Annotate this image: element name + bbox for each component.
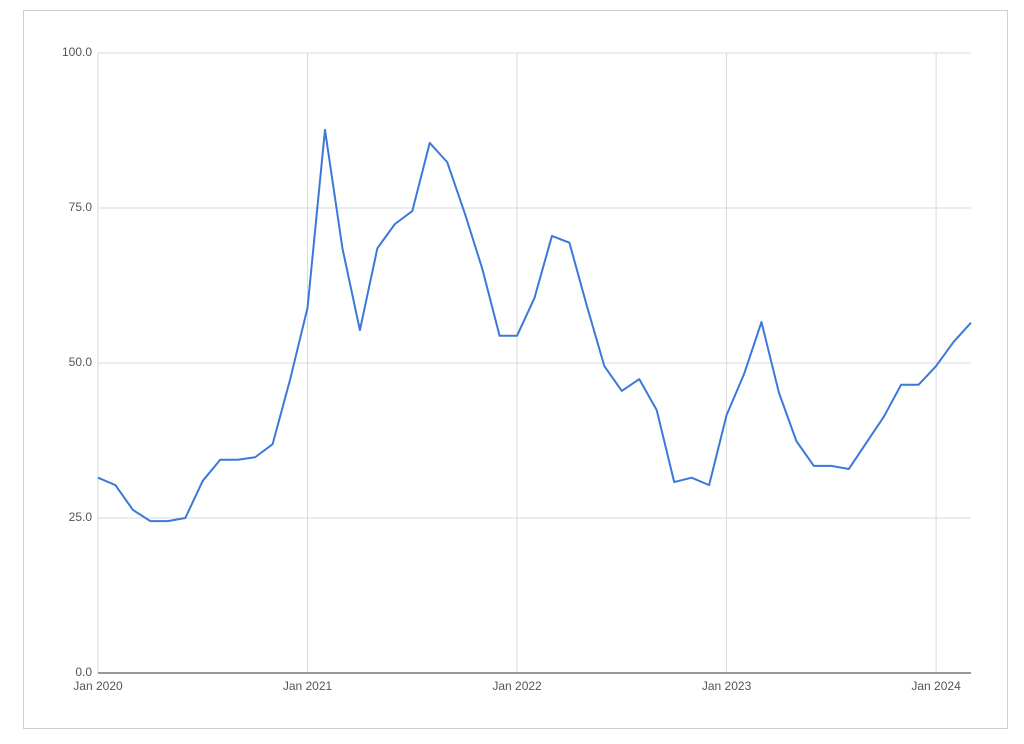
x-tick-label: Jan 2023 xyxy=(702,679,752,693)
y-tick-label: 0.0 xyxy=(75,665,92,679)
data-line xyxy=(97,128,972,523)
y-tick-label: 100.0 xyxy=(62,45,92,59)
x-tick-label: Jan 2022 xyxy=(492,679,542,693)
chart-frame xyxy=(23,10,1008,729)
y-tick-label: 25.0 xyxy=(69,510,93,524)
x-tick-label: Jan 2021 xyxy=(283,679,333,693)
x-tick-label: Jan 2024 xyxy=(911,679,961,693)
x-tick-label: Jan 2020 xyxy=(73,679,123,693)
y-tick-label: 75.0 xyxy=(69,200,93,214)
y-tick-label: 50.0 xyxy=(69,355,93,369)
